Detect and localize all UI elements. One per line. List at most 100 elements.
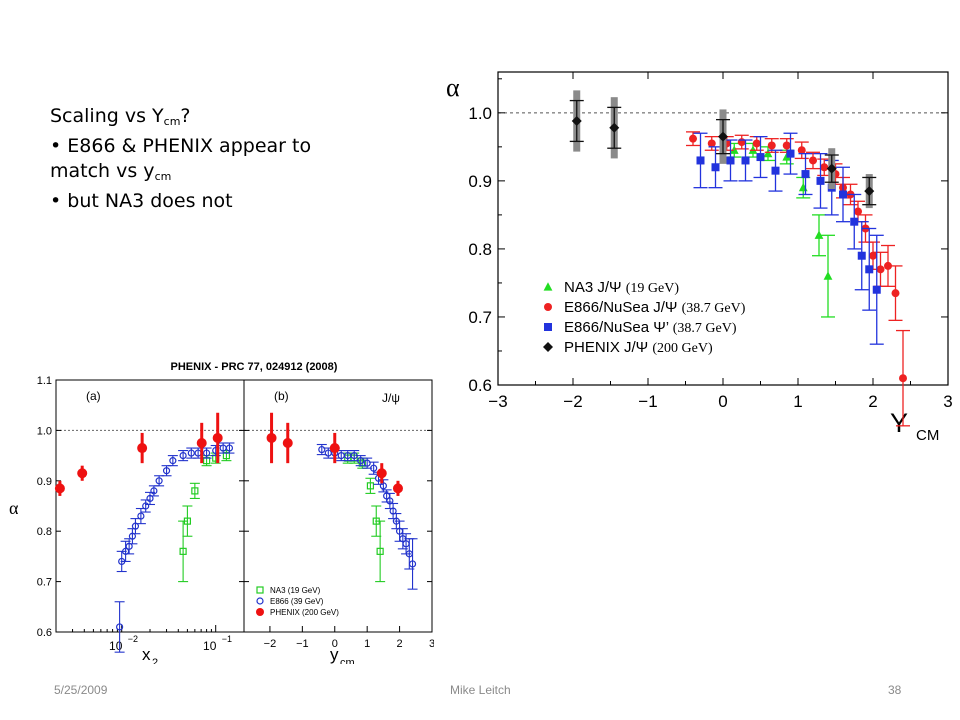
data-point <box>876 265 885 274</box>
data-point <box>363 459 371 467</box>
x-axis-label-sub: CM <box>916 427 939 444</box>
bullet-heading: Scaling vs Ycm? <box>50 105 191 128</box>
x-tick-label: −2 <box>264 638 277 650</box>
data-point <box>408 560 417 568</box>
data-point <box>379 482 387 490</box>
data-point <box>179 547 187 555</box>
y-tick-label: 1.0 <box>37 425 52 437</box>
data-point <box>782 141 791 150</box>
panel-frame <box>243 379 433 633</box>
y-tick-label: 0.8 <box>468 240 492 259</box>
data-point <box>854 207 862 216</box>
legend-label: E866/NuSea Ψ’ (38.7 GeV) <box>564 319 737 336</box>
y-tick-label: 1.0 <box>468 104 492 123</box>
bullet-text: Scaling vs Ycm? • E866 & PHENIX appear t… <box>50 104 380 214</box>
bullet-item-2: • but NA3 does not <box>50 190 233 212</box>
data-point <box>884 261 892 270</box>
series-e866 <box>316 443 418 590</box>
data-point <box>857 251 866 260</box>
legend-marker <box>544 323 552 331</box>
series-2 <box>693 132 884 345</box>
x-tick-label: 10 <box>203 639 217 653</box>
data-point <box>797 146 806 155</box>
y-tick-label: 0.6 <box>37 627 52 639</box>
legend-label: E866 (39 GeV) <box>270 597 324 606</box>
data-point <box>869 251 877 260</box>
panel-label: (a) <box>86 389 101 403</box>
series-e866 <box>114 442 235 653</box>
x-tick-label: −1 <box>296 638 309 650</box>
series-phenix <box>54 412 223 496</box>
panel-label-right: J/ψ <box>382 391 400 405</box>
data-point <box>726 156 735 165</box>
data-point <box>571 115 582 126</box>
data-point <box>872 285 881 294</box>
phenix-prc-chart: PHENIX - PRC 77, 024912 (2008) α (a) 0.6 0.7… <box>9 361 434 664</box>
data-point <box>150 487 158 495</box>
legend-marker <box>543 282 553 291</box>
footer-page-number: 38 <box>888 683 902 697</box>
x-tick-label: 2 <box>397 638 403 650</box>
data-point <box>202 449 211 457</box>
data-point <box>763 148 773 158</box>
legend-label: NA3 (19 GeV) <box>270 586 321 595</box>
data-point <box>839 190 847 199</box>
series-3 <box>569 90 877 209</box>
x-tick-label: 3 <box>429 638 434 650</box>
data-point <box>767 141 776 150</box>
data-point <box>729 145 739 154</box>
x-axis-label: y <box>330 645 339 664</box>
alpha-vs-ycm-chart: −3 −2 −1 0 1 2 3 0.6 0.7 0.8 0.9 1.0 α Y CM NA3 J/Ψ (19… <box>446 71 953 444</box>
chart-title: PHENIX - PRC 77, 024912 (2008) <box>171 361 338 373</box>
data-point <box>162 467 171 475</box>
legend-marker <box>256 608 264 616</box>
data-point <box>707 139 716 148</box>
x-tick-label-exp: −1 <box>222 634 232 644</box>
data-point <box>142 502 150 510</box>
legend-label: PHENIX J/Ψ (200 GeV) <box>564 339 713 356</box>
x-axis-label-sub: cm <box>340 657 355 664</box>
data-point <box>809 156 817 165</box>
data-point <box>865 265 874 274</box>
y-tick-label: 0.7 <box>468 308 492 327</box>
data-point <box>191 487 199 495</box>
data-point <box>196 438 207 448</box>
x-tick-label: 10 <box>109 639 123 653</box>
y-tick-label: 0.8 <box>37 526 52 538</box>
data-point <box>225 444 234 452</box>
x-axis-label: x <box>142 645 151 664</box>
data-point <box>169 457 177 465</box>
y-tick-label: 0.6 <box>468 376 492 395</box>
data-point <box>823 271 833 280</box>
data-point <box>370 464 378 472</box>
legend-label: PHENIX (200 GeV) <box>270 608 339 617</box>
data-point <box>741 156 750 165</box>
data-point <box>850 217 859 226</box>
data-point <box>798 182 808 192</box>
legend-marker <box>544 303 552 311</box>
data-point <box>899 374 907 383</box>
data-point <box>820 163 829 172</box>
data-point <box>689 134 697 143</box>
y-tick-label: 0.7 <box>37 577 52 589</box>
y-tick-label: 0.9 <box>37 476 52 488</box>
panel-label: (b) <box>274 389 289 403</box>
data-point <box>179 451 187 460</box>
data-point <box>609 122 620 133</box>
data-point <box>329 443 340 454</box>
data-point <box>54 483 65 494</box>
x-tick-label: 0 <box>332 638 338 650</box>
data-point <box>318 445 326 454</box>
footer-author: Mike Leitch <box>450 683 511 697</box>
data-point <box>282 438 293 448</box>
data-point <box>737 138 746 147</box>
x-tick-label: −3 <box>488 392 507 411</box>
data-point <box>137 443 148 454</box>
x-tick-label: −1 <box>638 392 657 411</box>
data-point <box>116 623 124 631</box>
data-point <box>786 149 795 158</box>
series-phenix <box>266 412 403 496</box>
panel-frame <box>55 379 245 633</box>
data-point <box>376 468 387 479</box>
x-axis-label: Y <box>890 408 908 438</box>
